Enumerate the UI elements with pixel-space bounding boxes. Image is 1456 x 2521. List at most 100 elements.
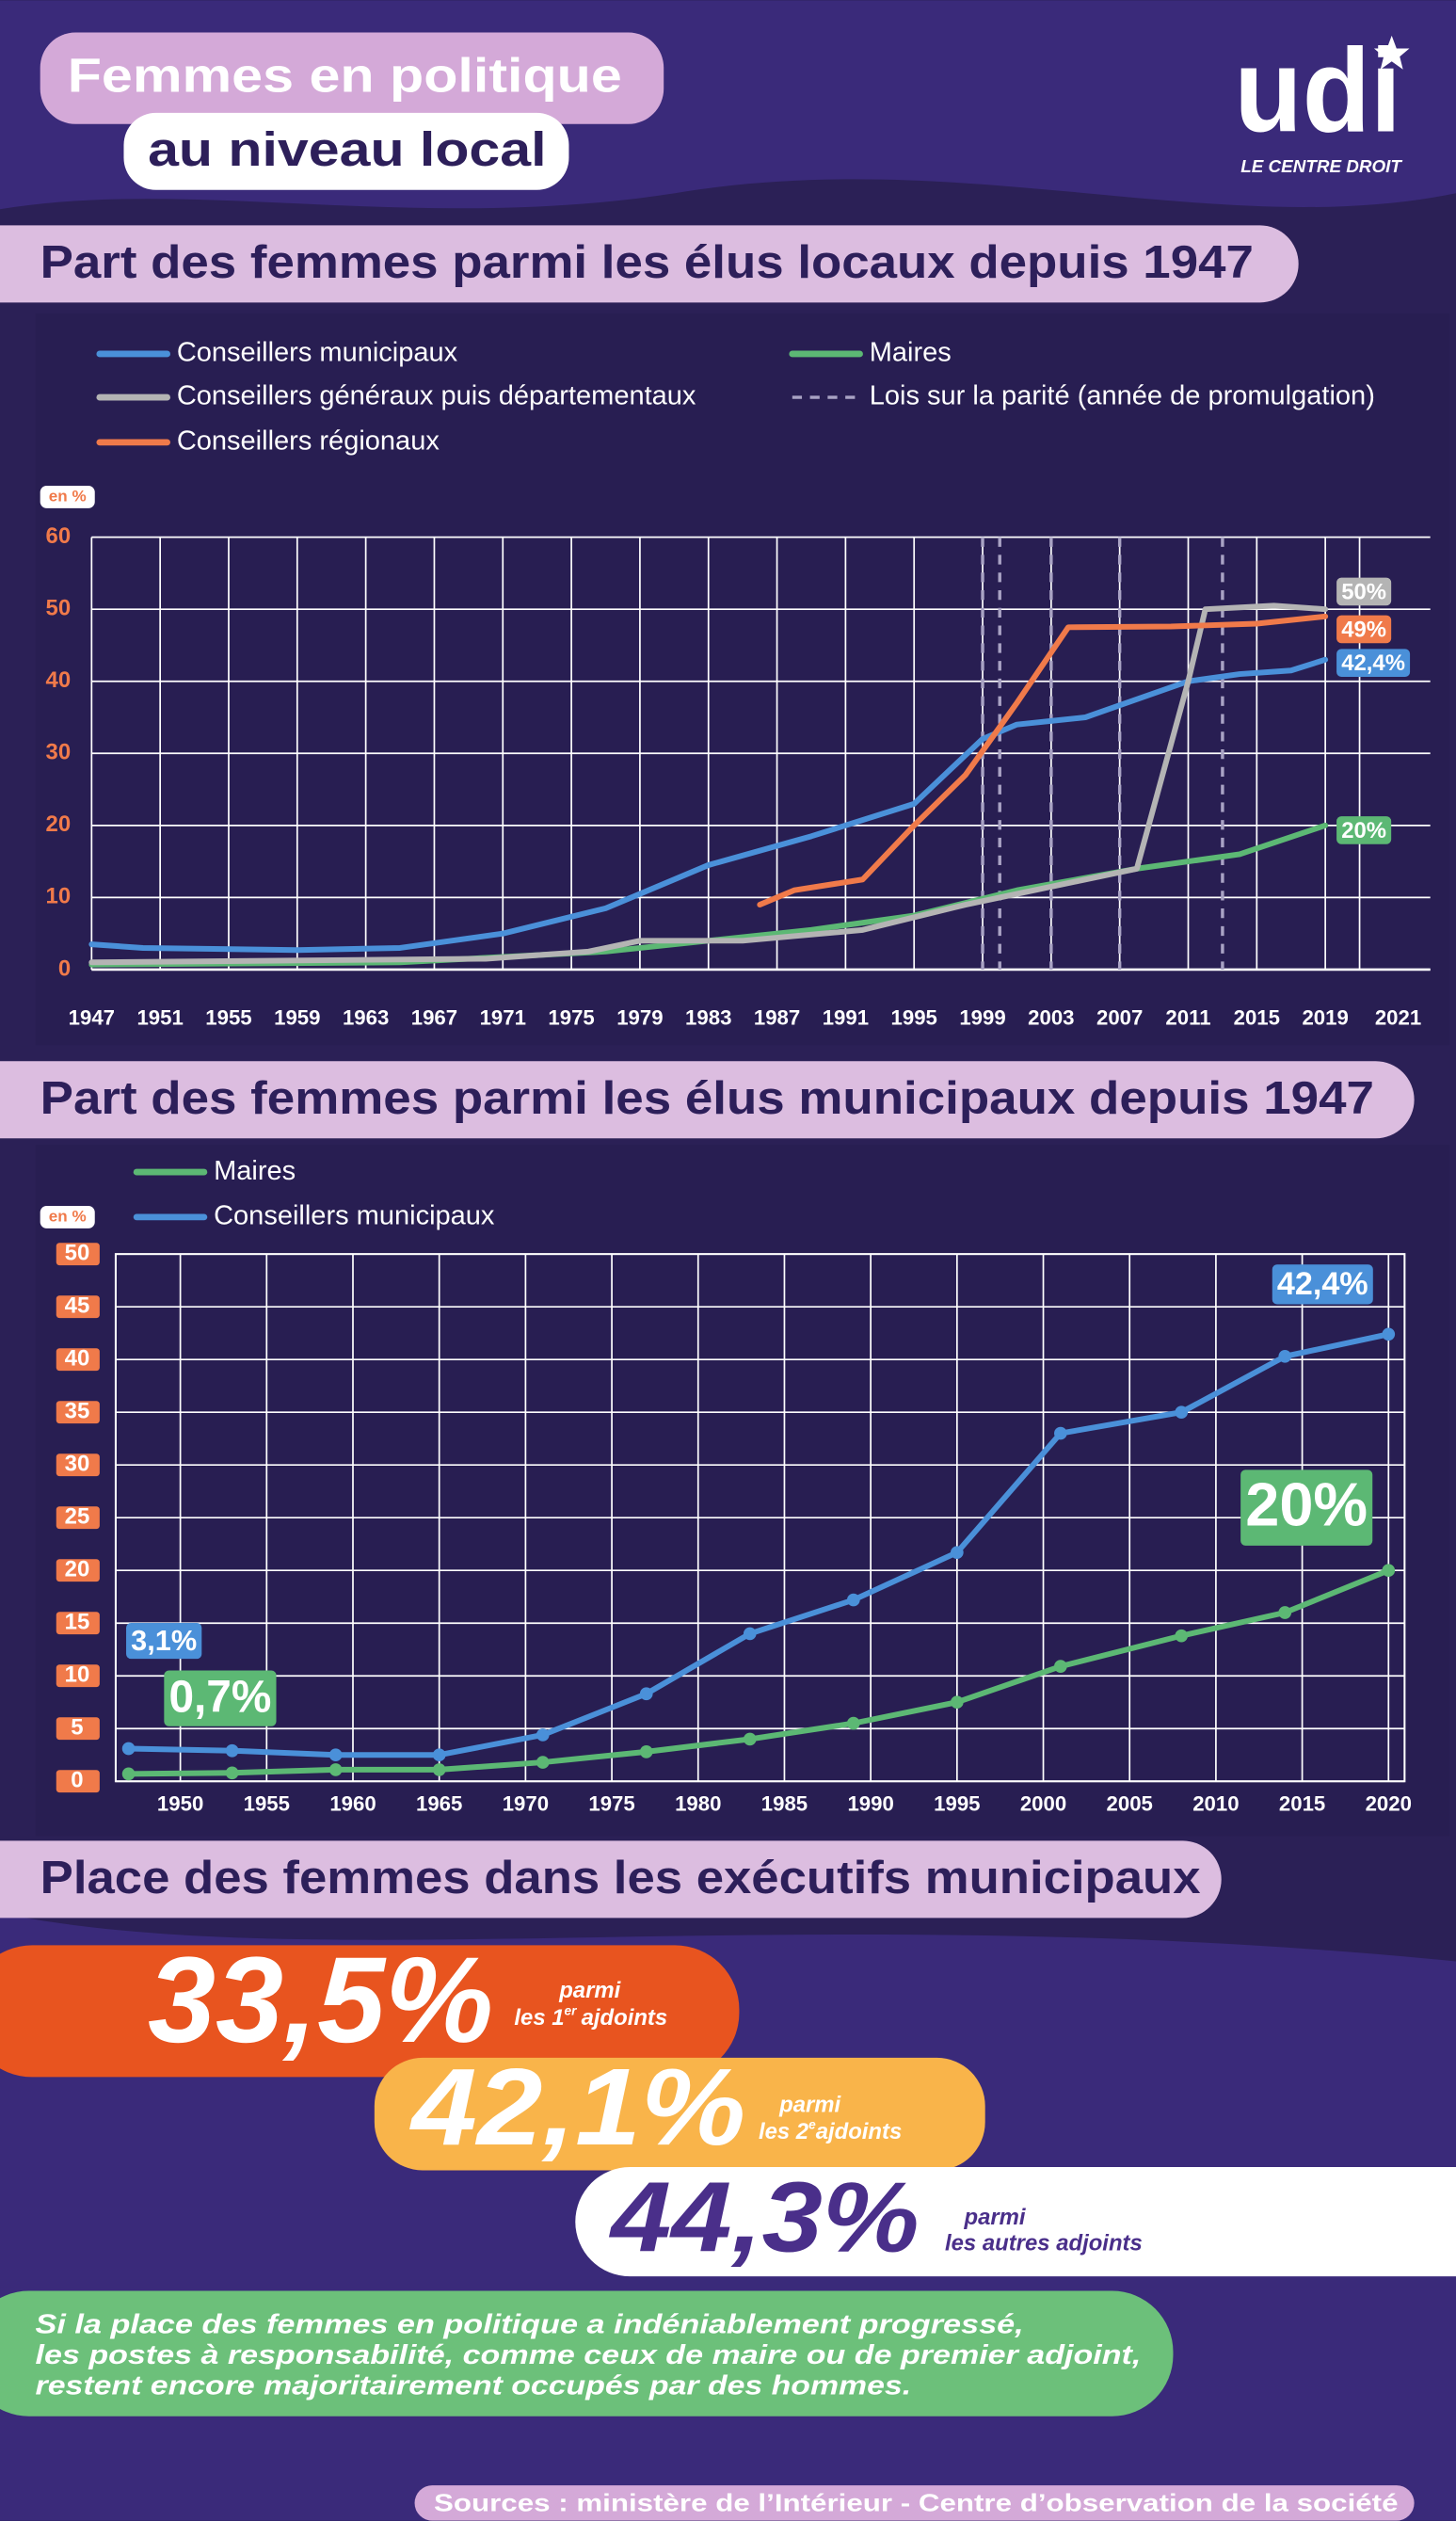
- data-point: [432, 1763, 446, 1776]
- caption-sup: e: [808, 2117, 816, 2131]
- value-label-box: [164, 1670, 277, 1726]
- y-tick-box: [56, 1770, 100, 1793]
- caption-part: ajdoints: [582, 2005, 668, 2031]
- y-tick-box: [56, 1559, 100, 1582]
- value-label: 0,7%: [168, 1672, 271, 1722]
- stat-caption: parmi: [558, 1978, 621, 2003]
- data-point: [846, 1593, 860, 1607]
- x-tick-label: 1950: [157, 1792, 203, 1816]
- x-tick-label: 1975: [588, 1792, 634, 1816]
- data-point: [121, 1767, 136, 1781]
- y-tick-label: 40: [46, 667, 72, 693]
- data-point: [1175, 1405, 1189, 1420]
- x-tick-label: 2021: [1375, 1006, 1421, 1030]
- value-label-box: [1336, 577, 1392, 606]
- y-tick-label: 20: [46, 811, 72, 837]
- unit-box: [40, 485, 95, 508]
- x-tick-label: 2000: [1020, 1792, 1066, 1816]
- title-pill: [40, 32, 664, 124]
- stat-caption: les 1er ajdoints: [514, 2003, 667, 2031]
- y-tick-label: 25: [65, 1504, 90, 1530]
- stat-caption: les 2eajdoints: [759, 2117, 902, 2144]
- big-stat: 44,3%: [609, 2161, 920, 2272]
- data-point: [951, 1695, 964, 1710]
- x-tick-label: 1971: [480, 1006, 526, 1030]
- x-tick-label: 1987: [754, 1006, 800, 1030]
- data-point: [1278, 1606, 1292, 1619]
- y-tick-label: 45: [65, 1293, 90, 1318]
- x-tick-label: 1979: [616, 1006, 663, 1030]
- data-point: [328, 1748, 343, 1762]
- value-label: 20%: [1341, 818, 1386, 843]
- data-point: [743, 1627, 757, 1641]
- data-point: [1054, 1660, 1067, 1673]
- series-line: [88, 602, 1329, 966]
- x-tick-label: 2015: [1279, 1792, 1325, 1816]
- data-point: [536, 1756, 550, 1769]
- legend-label: Maires: [214, 1156, 296, 1186]
- data-point: [639, 1687, 653, 1701]
- data-point: [1175, 1629, 1189, 1643]
- x-tick-label: 1955: [244, 1792, 290, 1816]
- y-tick-label: 60: [46, 523, 72, 549]
- title-pill: [123, 112, 569, 190]
- value-label: 3,1%: [131, 1624, 197, 1657]
- legend-label: Conseillers régionaux: [177, 426, 440, 457]
- y-tick-box: [56, 1401, 100, 1424]
- y-tick-label: 5: [71, 1715, 83, 1741]
- y-tick-label: 35: [65, 1399, 90, 1424]
- banner: [374, 2057, 985, 2171]
- big-stat: 33,5%: [148, 1932, 493, 2068]
- section-pill: [0, 1840, 1222, 1919]
- x-tick-label: 2010: [1192, 1792, 1239, 1816]
- y-tick-box: [56, 1506, 100, 1530]
- data-point: [1382, 1564, 1396, 1578]
- y-tick-label: 40: [65, 1345, 90, 1371]
- y-tick-label: 30: [65, 1452, 90, 1477]
- series-line: [757, 613, 1329, 908]
- logo-tagline: LE CENTRE DROIT: [1240, 156, 1402, 176]
- stat-caption: parmi: [964, 2205, 1027, 2230]
- conclusion-line: restent encore majoritairement occupés p…: [36, 2371, 912, 2401]
- x-tick-label: 2011: [1165, 1006, 1210, 1030]
- x-tick-label: 1999: [959, 1006, 1005, 1030]
- y-tick-label: 0: [71, 1768, 83, 1793]
- caption-sup: er: [565, 2003, 578, 2017]
- main-subtitle: au niveau local: [148, 122, 546, 176]
- x-tick-label: 1975: [548, 1006, 594, 1030]
- x-tick-label: 1985: [761, 1792, 808, 1816]
- conclusion-line: Si la place des femmes en politique a in…: [36, 2310, 1024, 2340]
- stat-caption: parmi: [778, 2092, 841, 2117]
- caption-part: les 1: [514, 2005, 564, 2031]
- value-label: 42,4%: [1341, 650, 1405, 676]
- banner: [575, 2167, 1456, 2277]
- caption-part: les 2: [759, 2119, 809, 2144]
- y-tick-label: 20: [65, 1557, 90, 1582]
- x-tick-label: 1970: [503, 1792, 549, 1816]
- legend-label: Conseillers municipaux: [214, 1201, 495, 1231]
- y-tick-label: 0: [58, 955, 71, 981]
- y-tick-box: [56, 1612, 100, 1635]
- sources: Sources : ministère de l’Intérieur - Cen…: [434, 2490, 1399, 2516]
- value-label-box: [126, 1623, 202, 1660]
- legend-label: Maires: [870, 338, 952, 368]
- data-point: [1278, 1349, 1292, 1363]
- x-tick-label: 2019: [1302, 1006, 1348, 1030]
- x-tick-label: 1967: [411, 1006, 457, 1030]
- value-label-box: [1336, 615, 1392, 644]
- data-point: [639, 1745, 653, 1758]
- y-unit: en %: [49, 487, 87, 505]
- section-pill: [0, 225, 1299, 303]
- value-label-box: [1272, 1264, 1373, 1305]
- y-tick-label: 50: [65, 1240, 90, 1265]
- y-tick-box: [56, 1664, 100, 1688]
- x-tick-label: 2020: [1366, 1792, 1412, 1816]
- big-stat: 42,1%: [409, 2046, 745, 2168]
- series-line: [88, 656, 1329, 954]
- legend-label: Conseillers généraux puis départementaux: [177, 381, 696, 411]
- x-tick-label: 1995: [934, 1792, 980, 1816]
- y-tick-label: 50: [46, 595, 72, 620]
- section-title: Place des femmes dans les exécutifs muni…: [40, 1852, 1201, 1903]
